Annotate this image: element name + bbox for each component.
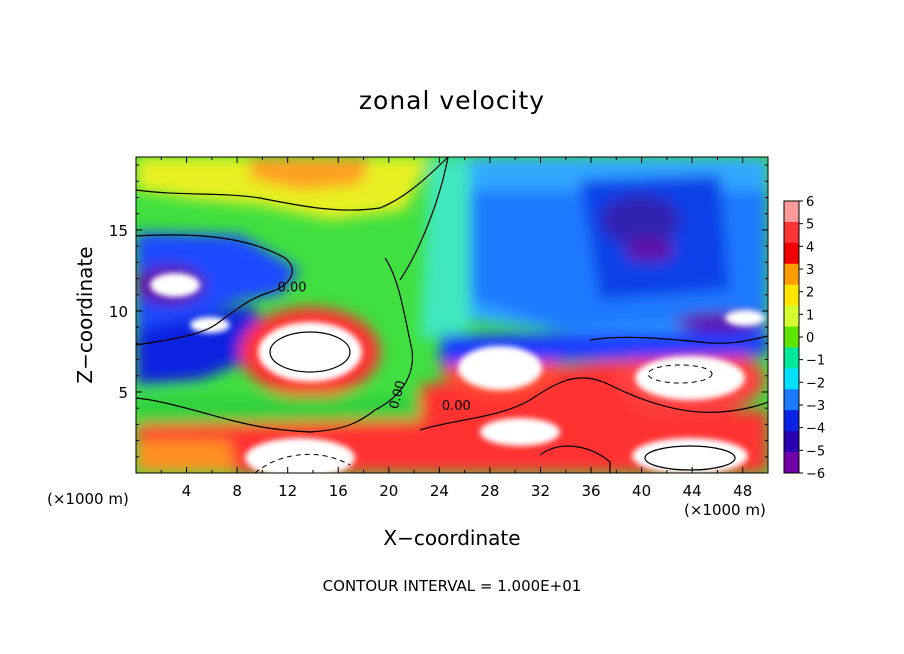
y-axis-label: Z−coordinate (73, 246, 97, 383)
colorbar-tick-label: 0 (806, 331, 814, 346)
x-tick-label: 24 (430, 482, 449, 500)
colorbar-swatch (784, 284, 799, 307)
colorbar-tick-label: 2 (806, 286, 814, 301)
colorbar-tick-label: 5 (806, 218, 814, 233)
contour-label: 0.00 (278, 281, 307, 296)
heatmap-field (136, 157, 768, 473)
x-tick-label: 40 (632, 482, 651, 500)
colorbar-tick-label: 1 (806, 308, 814, 323)
x-tick-label: 48 (733, 482, 752, 500)
x-tick-label: 12 (278, 482, 297, 500)
contour-labels: 0.00 0.00 0.00 (278, 281, 471, 414)
x-axis-ticks: 4 8 12 16 20 24 28 32 36 40 44 48 (160, 157, 752, 500)
y-axis-ticks: 5 10 15 (109, 164, 768, 458)
colorbar-tick-label: −3 (806, 399, 825, 414)
colorbar: 6 5 4 3 2 1 0 −1 −2 −3 −4 −5 −6 (783, 195, 825, 482)
colorbar-swatch (784, 201, 799, 223)
colorbar-swatch (784, 326, 799, 348)
contour-lines (136, 157, 768, 473)
colorbar-tick-label: −6 (806, 467, 825, 482)
y-tick-label: 15 (109, 222, 128, 240)
x-tick-label: 36 (581, 482, 600, 500)
x-tick-label: 28 (480, 482, 499, 500)
colorbar-tick-label: −2 (806, 376, 825, 391)
x-tick-label: 8 (232, 482, 242, 500)
x-tick-label: 44 (683, 482, 702, 500)
colorbar-tick-label: 6 (806, 195, 814, 210)
x-axis-label: X−coordinate (383, 526, 521, 550)
contour-interval-note: CONTOUR INTERVAL = 1.000E+01 (322, 577, 582, 595)
x-tick-label: 16 (329, 482, 348, 500)
colorbar-swatch (784, 389, 799, 411)
x-unit-label-right: (×1000 m) (684, 501, 766, 519)
y-tick-label: 5 (118, 384, 128, 402)
colorbar-tick-label: −5 (806, 444, 825, 459)
colorbar-tick-label: −4 (806, 422, 825, 437)
colorbar-swatch (784, 263, 799, 286)
dashed-contours (254, 364, 713, 473)
x-tick-label: 4 (182, 482, 192, 500)
plot-frame (135, 156, 769, 474)
contour-label: 0.00 (387, 379, 409, 411)
colorbar-swatch (784, 410, 799, 432)
colorbar-swatch (784, 368, 799, 390)
colorbar-swatch (784, 242, 799, 265)
colorbar-swatch (784, 431, 799, 453)
colorbar-swatch (784, 347, 799, 369)
y-tick-label: 10 (109, 303, 128, 321)
x-unit-label-left: (×1000 m) (47, 490, 129, 508)
x-tick-label: 32 (531, 482, 550, 500)
colorbar-tick-label: 3 (806, 263, 814, 278)
chart-title: zonal velocity (358, 86, 546, 115)
colorbar-tick-label: −1 (806, 354, 825, 369)
colorbar-tick-label: 4 (806, 240, 814, 255)
contour-label: 0.00 (442, 399, 471, 414)
colorbar-swatch (784, 305, 799, 328)
x-tick-label: 20 (379, 482, 398, 500)
colorbar-swatch (784, 452, 799, 474)
colorbar-swatch (784, 221, 799, 244)
